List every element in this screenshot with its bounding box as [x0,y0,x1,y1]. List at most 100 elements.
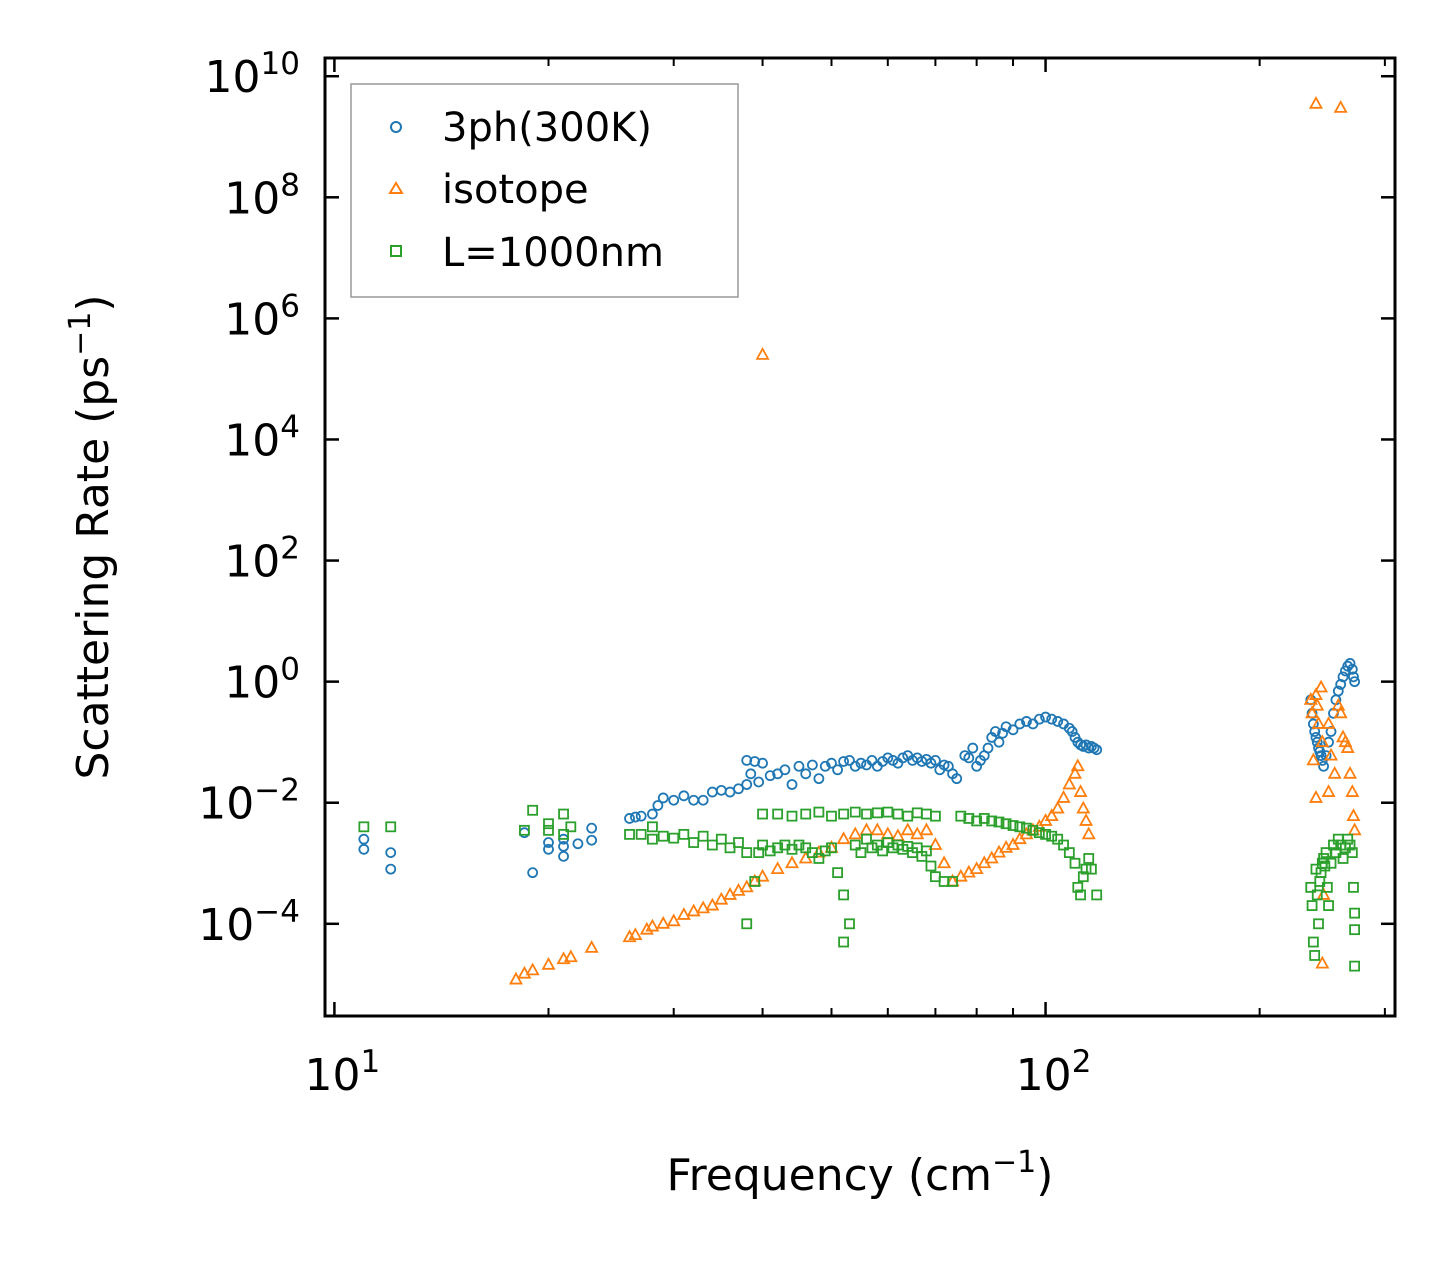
data-point [678,790,690,802]
data-point [645,918,660,932]
legend-label-isotope: isotope [442,167,589,213]
data-point [838,889,849,901]
legend-marker-circle [390,121,402,133]
data-point [1314,679,1329,693]
y-axis-title: Scattering Rate (ps−1) [63,294,119,779]
data-point [1349,907,1361,919]
data-point [1310,731,1322,743]
data-point [1311,716,1326,729]
data-point [757,839,768,851]
series-2 [358,804,1361,972]
data-point [892,808,904,820]
data-point [358,843,370,855]
data-point [1346,663,1358,675]
data-point [921,845,932,857]
data-point [1331,697,1346,711]
data-point [543,837,554,848]
data-point [1321,881,1333,893]
data-point [849,760,861,772]
y-tick-label-exp: −4 [254,894,300,930]
data-point [1075,889,1086,901]
plot-frame [323,56,1397,1018]
data-point [755,868,770,882]
data-point [753,776,765,788]
data-point [770,861,785,875]
data-point [764,845,776,857]
data-point [1309,950,1321,961]
data-point [639,921,654,935]
data-point [855,847,867,859]
data-point [861,808,872,820]
data-point [1046,830,1058,842]
data-point [385,847,397,859]
legend-entry-isotope: isotope [388,167,589,213]
data-point [849,806,861,818]
legend-frame [350,83,739,298]
data-point [1044,808,1059,822]
data-point [1349,924,1361,936]
data-point [558,828,569,840]
data-point [819,845,831,857]
data-point [993,736,1005,748]
data-point [1337,671,1349,683]
data-point [793,760,805,772]
data-point [624,828,635,840]
data-point [1073,784,1088,797]
data-point [385,863,397,875]
data-point [1327,765,1342,779]
data-point [757,757,768,769]
data-point [565,821,577,833]
data-point [647,821,658,833]
data-point [1050,800,1065,814]
data-point [963,752,975,764]
data-point [1342,833,1354,845]
data-point [1063,722,1075,734]
data-point [586,822,598,834]
data-point [838,936,849,948]
data-point [541,956,556,970]
data-point [1052,833,1064,845]
data-point [826,842,837,854]
data-point [1321,716,1336,729]
data-point [919,822,934,836]
data-point [1306,752,1321,766]
data-point [686,903,701,917]
y-tick-label-base: 10 [205,52,261,103]
x-axis-title-sup: −1 [992,1145,1036,1180]
data-point [666,913,681,927]
data-point [930,755,941,766]
data-point [813,853,825,864]
legend-label-3ph: 3ph(300K) [442,105,652,151]
data-point [1033,713,1045,725]
data-point [993,816,1005,828]
data-point [870,822,885,836]
data-point [1086,863,1097,875]
data-point [628,927,643,941]
data-point [989,726,1001,737]
data-point [1058,839,1069,851]
y-tick-label: 10−2 [198,773,300,830]
data-point [715,784,727,796]
data-point [1046,713,1058,725]
y-tick-label-exp: 2 [280,531,300,567]
data-point [986,815,998,827]
data-point [1311,889,1323,901]
data-point [624,813,635,824]
data-point [1079,813,1094,826]
data-point [902,810,914,822]
x-tick-label-base: 10 [305,1050,361,1101]
data-point [688,794,700,806]
data-point [678,828,690,840]
data-point [715,833,727,845]
data-point [676,907,691,920]
data-point [635,828,647,840]
data-point [866,755,878,766]
data-point [543,824,554,836]
legend-entry-boundary: L=1000nm [390,230,664,276]
y-tick-label-base: 10 [224,173,280,224]
x-tick-label: 102 [1016,1044,1092,1101]
data-point [1067,765,1083,779]
x-tick-label: 101 [305,1044,381,1101]
data-point [745,768,757,780]
data-point [882,806,894,818]
